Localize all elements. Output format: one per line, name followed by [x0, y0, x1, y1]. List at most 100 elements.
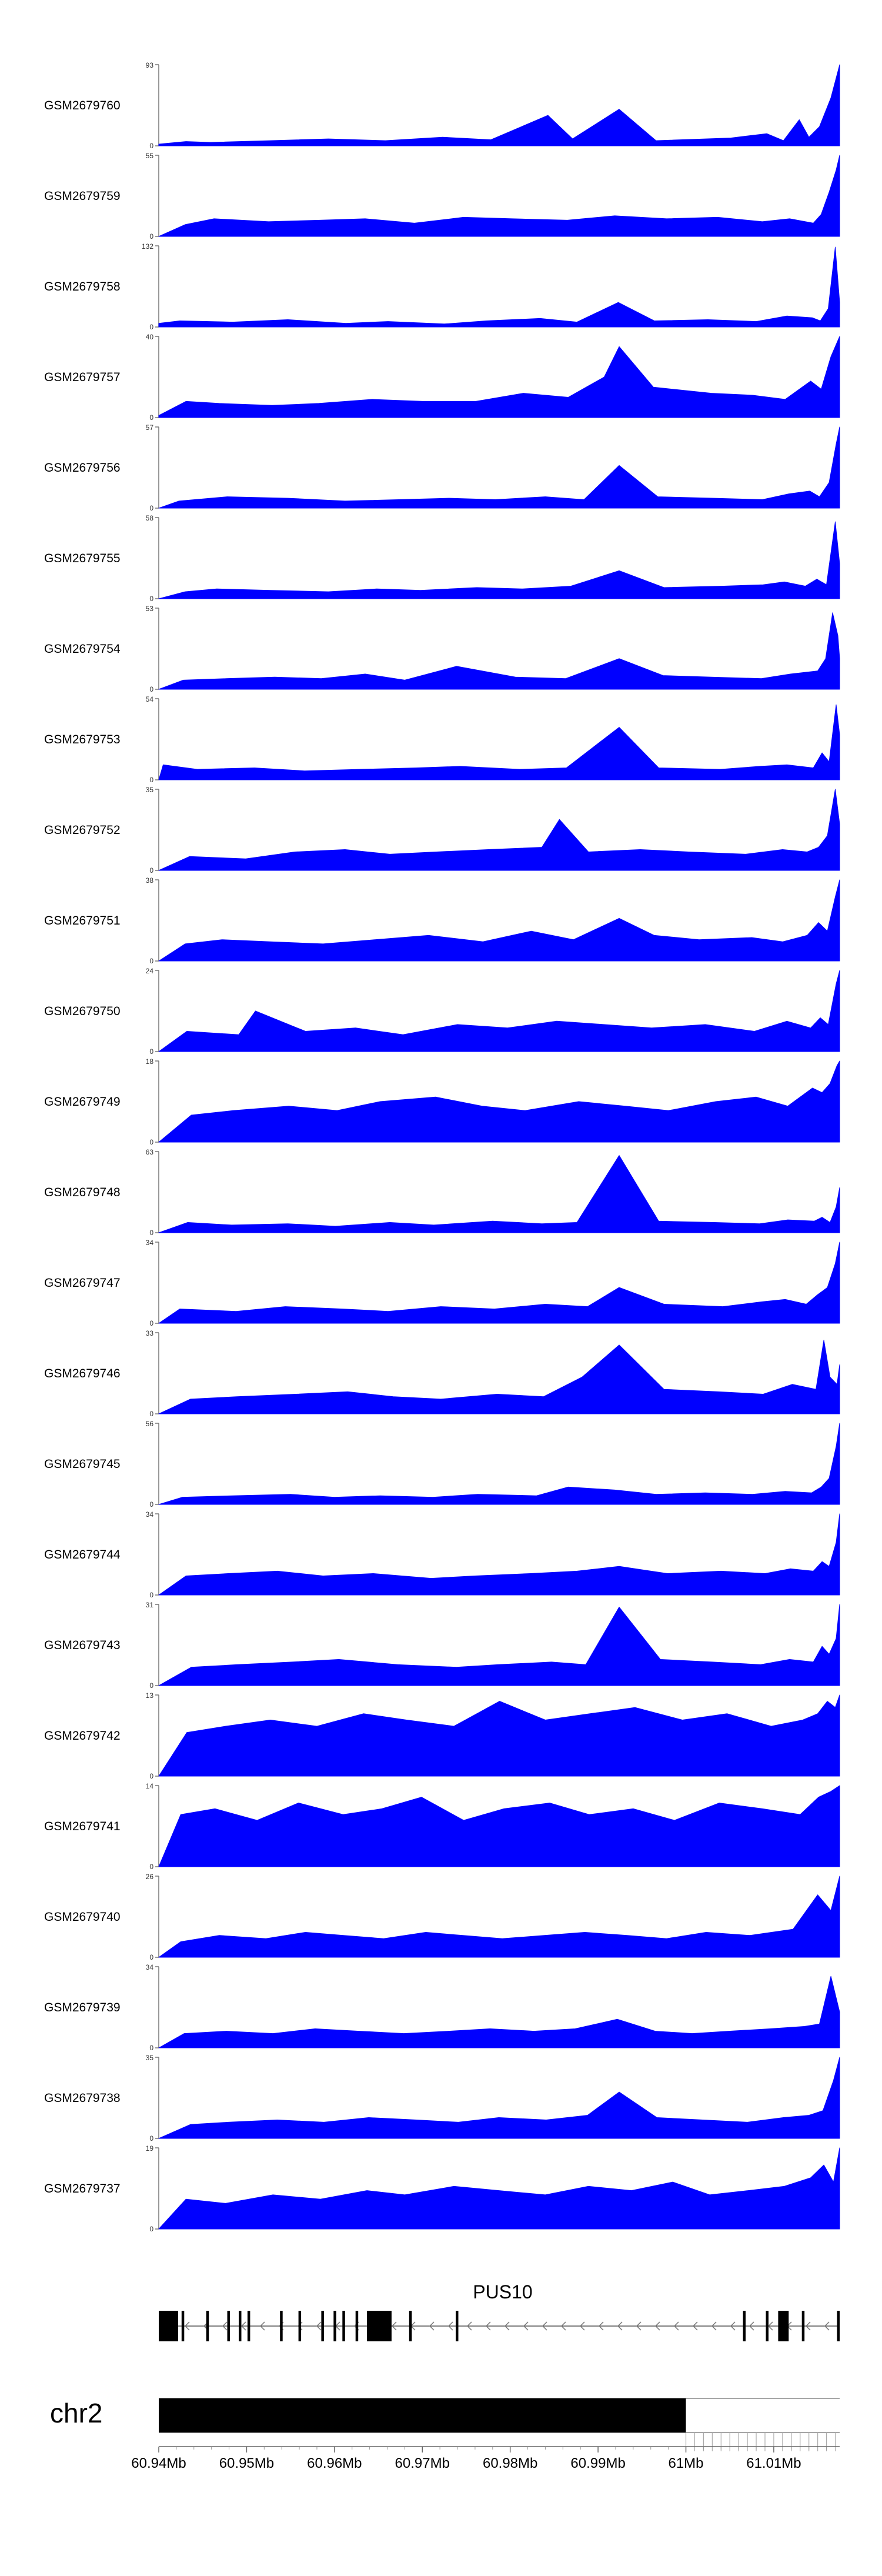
strand-arrow [673, 2321, 679, 2331]
coverage-area [158, 1340, 840, 1414]
coverage-area [158, 1694, 840, 1777]
track-label: GSM2679744 [44, 1548, 121, 1561]
coverage-track: GSM2679738 35 0 [44, 2054, 840, 2143]
exon-block [342, 2311, 345, 2341]
track-label: GSM2679751 [44, 914, 121, 927]
exon-block [181, 2311, 185, 2341]
y-max-label: 18 [146, 1057, 154, 1066]
exon-block [227, 2311, 230, 2341]
strand-arrow [222, 2321, 228, 2331]
coverage-track: GSM2679741 14 0 [44, 1782, 840, 1871]
coverage-track: GSM2679743 31 0 [44, 1601, 840, 1690]
strand-arrow [485, 2321, 491, 2331]
y-max-label: 35 [146, 786, 154, 794]
coverage-area [158, 64, 840, 146]
coverage-track: GSM2679753 54 0 [44, 695, 840, 784]
chromosome-label: chr2 [50, 2398, 102, 2428]
gene-track: PUS10 [159, 2281, 840, 2341]
y-min-label: 0 [149, 1319, 153, 1327]
y-min-label: 0 [149, 142, 153, 150]
strand-arrow [598, 2321, 604, 2331]
coverage-area [158, 970, 840, 1052]
y-max-label: 57 [146, 423, 154, 432]
exon-block [333, 2311, 336, 2341]
strand-arrow [504, 2321, 510, 2331]
exon-block [409, 2311, 412, 2341]
strand-arrow [184, 2321, 190, 2331]
y-min-label: 0 [149, 1591, 153, 1599]
y-min-label: 0 [149, 1047, 153, 1056]
exon-block [743, 2311, 746, 2341]
track-label: GSM2679737 [44, 2182, 121, 2195]
coverage-track: GSM2679751 38 0 [44, 876, 840, 965]
strand-arrow [824, 2321, 830, 2331]
strand-arrow [316, 2321, 322, 2331]
coverage-area [158, 1423, 840, 1505]
coverage-tracks: GSM2679760930GSM2679759550GSM26797581320… [44, 61, 840, 2233]
track-label: GSM2679760 [44, 99, 121, 112]
exon-block [247, 2311, 250, 2341]
axis-tick-label: 60.95Mb [219, 2455, 274, 2471]
coverage-track: GSM2679752 35 0 [44, 786, 840, 875]
strand-arrow [523, 2321, 529, 2331]
exon-block [456, 2311, 459, 2341]
y-min-label: 0 [149, 413, 153, 422]
strand-arrow [240, 2321, 246, 2331]
coverage-track: GSM2679757 40 0 [44, 333, 840, 422]
coverage-area [158, 1785, 840, 1867]
coverage-area [158, 2147, 840, 2230]
track-label: GSM2679759 [44, 189, 121, 203]
coverage-area [158, 704, 840, 780]
strand-arrow [730, 2321, 736, 2331]
exon-block [766, 2311, 769, 2341]
coverage-track: GSM2679754 53 0 [44, 605, 840, 693]
strand-arrow [692, 2321, 698, 2331]
ideogram-track: chr2 [50, 2398, 840, 2451]
coverage-area [158, 789, 840, 871]
track-label: GSM2679740 [44, 1910, 121, 1924]
exon-block [355, 2311, 359, 2341]
coverage-area [158, 612, 840, 690]
coverage-track: GSM2679756 57 0 [44, 423, 840, 512]
track-label: GSM2679757 [44, 371, 121, 384]
y-min-label: 0 [149, 1410, 153, 1418]
strand-arrow [805, 2321, 811, 2331]
y-min-label: 0 [149, 1681, 153, 1690]
exon-block [778, 2311, 789, 2341]
y-max-label: 58 [146, 514, 154, 522]
coverage-track: GSM2679745 56 0 [44, 1420, 840, 1509]
y-max-label: 34 [146, 1239, 154, 1247]
y-min-label: 0 [149, 232, 153, 241]
exon-block [321, 2311, 324, 2341]
y-max-label: 26 [146, 1873, 154, 1881]
coverage-area [158, 1513, 840, 1596]
strand-arrow [617, 2321, 623, 2331]
ideogram-highlight [159, 2398, 686, 2432]
track-label: GSM2679741 [44, 1820, 121, 1833]
coverage-track: GSM2679747 34 0 [44, 1239, 840, 1327]
y-max-label: 35 [146, 2054, 154, 2062]
coverage-track: GSM2679755 58 0 [44, 514, 840, 603]
y-max-label: 55 [146, 152, 154, 160]
track-label: GSM2679750 [44, 1005, 121, 1018]
strand-arrow [636, 2321, 642, 2331]
y-max-label: 31 [146, 1601, 154, 1609]
exon-block [159, 2311, 178, 2341]
coverage-area [158, 1976, 840, 2048]
coverage-area [158, 1604, 840, 1686]
axis-tick-label: 60.97Mb [395, 2455, 450, 2471]
strand-arrow [259, 2321, 265, 2331]
y-max-label: 56 [146, 1420, 154, 1428]
y-max-label: 93 [146, 61, 154, 69]
coverage-track: GSM2679760 93 0 [44, 61, 840, 150]
track-label: GSM2679739 [44, 2001, 121, 2014]
exon-block [280, 2311, 283, 2341]
axis-tick-label: 60.96Mb [307, 2455, 362, 2471]
y-min-label: 0 [149, 1863, 153, 1871]
coverage-area [158, 2057, 840, 2139]
axis-tick-label: 60.94Mb [131, 2455, 186, 2471]
y-min-label: 0 [149, 866, 153, 875]
y-max-label: 132 [142, 242, 153, 251]
coverage-area [158, 246, 840, 328]
y-max-label: 53 [146, 605, 154, 613]
